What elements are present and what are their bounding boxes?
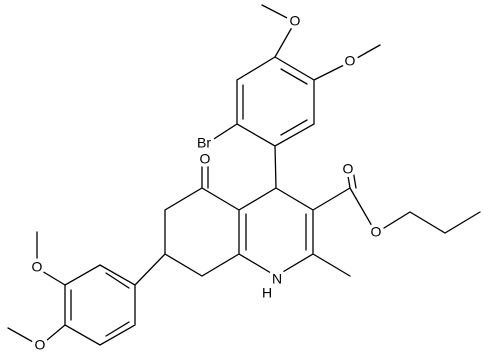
bonds [7, 4, 481, 347]
atom-label: O [200, 151, 211, 167]
atom-label: O [290, 13, 301, 29]
atom-label: H [262, 285, 272, 301]
atom-label: O [35, 337, 46, 353]
atom-label: O [371, 224, 382, 240]
atom-label: Br [197, 135, 211, 151]
atom-label: N [272, 271, 282, 287]
atom-label: O [345, 53, 356, 69]
atom-label: O [343, 161, 354, 177]
atom-label: O [32, 259, 43, 275]
